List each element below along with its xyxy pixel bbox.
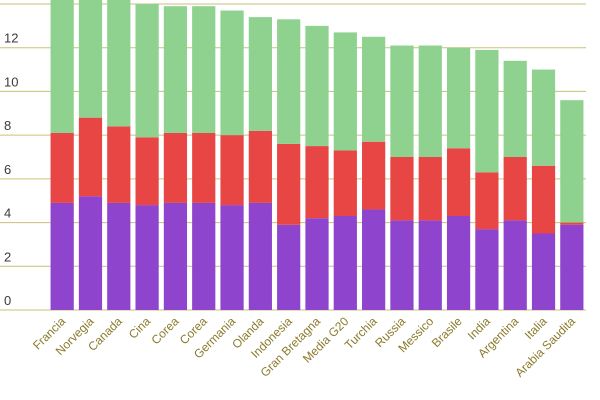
bar-segment: [475, 172, 499, 230]
bar-segment: [390, 157, 414, 221]
bar-segment: [192, 202, 216, 310]
bar-segment: [163, 6, 188, 133]
bar-segment: [446, 216, 471, 310]
bar-segment: [163, 132, 188, 203]
bar-segment: [248, 202, 272, 310]
bar-segment: [107, 202, 131, 310]
bar-segment: [220, 135, 244, 206]
bar-segment: [362, 209, 386, 310]
bars: [50, 0, 584, 310]
bar-segment: [248, 17, 272, 131]
y-tick-label: 4: [4, 206, 11, 221]
bar-segment: [163, 202, 188, 310]
bar-segment: [503, 157, 527, 221]
bar-segment: [50, 202, 74, 310]
bar-segment: [446, 47, 471, 149]
bar-segment: [135, 137, 159, 206]
bar-segment: [531, 165, 556, 234]
bar-segment: [531, 233, 556, 310]
bar-segment: [305, 25, 329, 147]
bar-segment: [78, 196, 103, 310]
y-tick-label: 14: [4, 0, 18, 2]
bar-segment: [277, 224, 301, 310]
bar-segment: [107, 126, 131, 203]
bar-segment: [135, 4, 159, 138]
bar-segment: [503, 220, 527, 310]
bar-segment: [560, 222, 584, 225]
bar-segment: [220, 10, 244, 136]
y-tick-label: 12: [4, 31, 18, 46]
bar-segment: [418, 220, 442, 310]
y-tick-label: 6: [4, 162, 11, 177]
bar-segment: [475, 229, 499, 310]
bar-segment: [362, 141, 386, 210]
x-tick-label: Corea: [149, 314, 182, 347]
y-tick-label: 2: [4, 249, 11, 264]
bar-segment: [333, 150, 357, 217]
bar-segment: [50, 0, 74, 133]
bar-segment: [248, 130, 272, 203]
bar-segment: [305, 218, 329, 310]
bar-segment: [135, 205, 159, 310]
bar-segment: [560, 100, 584, 223]
bar-segment: [305, 146, 329, 219]
y-tick-label: 0: [4, 293, 11, 308]
bar-segment: [107, 0, 131, 127]
bar-segment: [390, 45, 414, 157]
bar-segment: [277, 19, 301, 144]
bar-segment: [418, 45, 442, 157]
bar-segment: [333, 32, 357, 151]
bar-segment: [390, 220, 414, 310]
bar-segment: [503, 60, 527, 158]
bar-segment: [333, 216, 357, 310]
x-tick-label: Turchia: [342, 314, 380, 352]
bar-segment: [220, 205, 244, 310]
bar-segment: [192, 6, 216, 133]
bar-segment: [192, 132, 216, 203]
y-tick-label: 8: [4, 118, 11, 133]
bar-segment: [50, 132, 74, 203]
bar-segment: [362, 36, 386, 142]
bar-segment: [277, 143, 301, 225]
bar-segment: [418, 157, 442, 221]
bar-segment: [531, 69, 556, 166]
y-tick-label: 10: [4, 74, 18, 89]
x-tick-label: Brasile: [429, 314, 465, 350]
bar-segment: [475, 49, 499, 173]
bar-segment: [446, 148, 471, 217]
bar-segment: [78, 0, 103, 118]
y-axis: 0 2 4 6 8 10 12 14: [4, 0, 18, 308]
bar-segment: [78, 117, 103, 197]
bar-segment: [560, 224, 584, 310]
